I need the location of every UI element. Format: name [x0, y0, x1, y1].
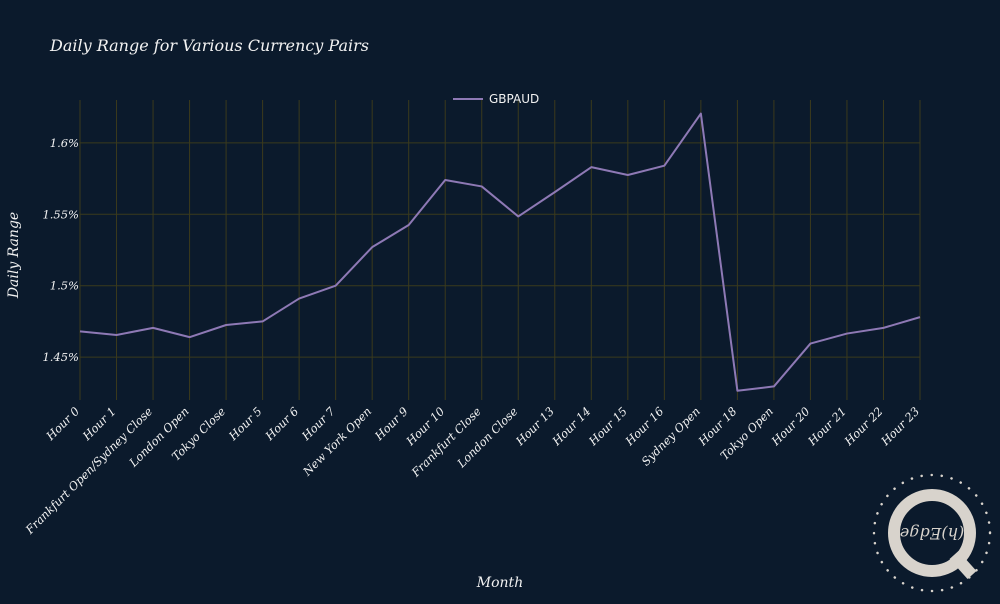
- logo-dotted-ring: [872, 473, 992, 593]
- x-tick-label: Hour 14: [549, 404, 594, 449]
- series-line-gbpaud[interactable]: [79, 112, 921, 392]
- x-tick-label: New York Open: [299, 404, 374, 479]
- data-point[interactable]: [552, 189, 558, 195]
- x-tick-label: Hour 22: [841, 404, 886, 449]
- data-point[interactable]: [223, 322, 229, 328]
- data-point[interactable]: [442, 177, 448, 183]
- data-point[interactable]: [77, 328, 83, 334]
- data-point[interactable]: [844, 331, 850, 337]
- data-point[interactable]: [661, 163, 667, 169]
- logo-ring: [888, 489, 976, 577]
- data-point[interactable]: [333, 283, 339, 289]
- x-axis-title: Month: [476, 575, 523, 591]
- logo-tail: [949, 550, 977, 580]
- x-tick-label: Hour 21: [804, 404, 849, 449]
- data-point[interactable]: [187, 334, 193, 340]
- data-point[interactable]: [588, 164, 594, 170]
- x-tick-label: Hour 20: [768, 404, 813, 449]
- x-tick-label: Hour 6: [262, 404, 301, 443]
- series-layer: [77, 111, 923, 394]
- data-point[interactable]: [917, 314, 923, 320]
- x-tick-label: Hour 0: [43, 404, 82, 443]
- y-axis-ticks: 1.45% 1.5% 1.55% 1.6%: [42, 136, 79, 364]
- data-point[interactable]: [698, 111, 704, 117]
- y-tick-label: 1.55%: [42, 207, 79, 221]
- data-point[interactable]: [296, 296, 302, 302]
- y-tick-label: 1.5%: [50, 279, 79, 293]
- data-point[interactable]: [479, 183, 485, 189]
- data-point[interactable]: [734, 388, 740, 394]
- data-point[interactable]: [369, 244, 375, 250]
- data-point[interactable]: [260, 318, 266, 324]
- data-point[interactable]: [880, 325, 886, 331]
- x-tick-label: Hour 15: [585, 404, 630, 449]
- data-point[interactable]: [406, 222, 412, 228]
- chart-title: Daily Range for Various Currency Pairs: [49, 36, 369, 55]
- data-point[interactable]: [625, 172, 631, 178]
- y-axis-title: Daily Range: [6, 212, 22, 299]
- hedge-logo: (h)Edge: [872, 473, 992, 593]
- y-tick-label: 1.45%: [42, 350, 79, 364]
- legend[interactable]: GBPAUD: [453, 92, 539, 106]
- logo-text: (h)Edge: [900, 524, 964, 543]
- data-point[interactable]: [807, 341, 813, 347]
- data-point[interactable]: [114, 332, 120, 338]
- grid: [79, 100, 921, 400]
- x-tick-label: Hour 23: [877, 404, 922, 449]
- x-tick-label: Hour 13: [512, 404, 557, 449]
- legend-label: GBPAUD: [489, 92, 539, 106]
- data-point[interactable]: [515, 213, 521, 219]
- data-point[interactable]: [150, 325, 156, 331]
- x-tick-label: Hour 5: [225, 404, 264, 443]
- y-tick-label: 1.6%: [50, 136, 79, 150]
- data-point[interactable]: [771, 383, 777, 389]
